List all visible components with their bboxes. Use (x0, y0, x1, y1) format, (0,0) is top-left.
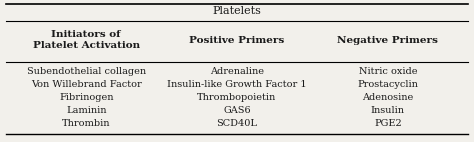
Text: Fibrinogen: Fibrinogen (59, 93, 113, 102)
Text: Platelets: Platelets (212, 6, 262, 16)
Text: PGE2: PGE2 (374, 119, 401, 128)
Text: Insulin: Insulin (371, 106, 405, 115)
Text: Nitric oxide: Nitric oxide (358, 66, 417, 76)
Text: Insulin-like Growth Factor 1: Insulin-like Growth Factor 1 (167, 80, 307, 89)
Text: Prostacyclin: Prostacyclin (357, 80, 418, 89)
Text: Negative Primers: Negative Primers (337, 36, 438, 45)
Text: Adenosine: Adenosine (362, 93, 413, 102)
Text: Von Willebrand Factor: Von Willebrand Factor (31, 80, 142, 89)
Text: GAS6: GAS6 (223, 106, 251, 115)
Text: Adrenaline: Adrenaline (210, 66, 264, 76)
Text: Subendothelial collagen: Subendothelial collagen (27, 66, 146, 76)
Text: Laminin: Laminin (66, 106, 107, 115)
Text: Thrombin: Thrombin (62, 119, 110, 128)
Text: Thrombopoietin: Thrombopoietin (197, 93, 277, 102)
Text: Positive Primers: Positive Primers (190, 36, 284, 45)
Text: SCD40L: SCD40L (217, 119, 257, 128)
Text: Initiators of
Platelet Activation: Initiators of Platelet Activation (33, 30, 140, 50)
